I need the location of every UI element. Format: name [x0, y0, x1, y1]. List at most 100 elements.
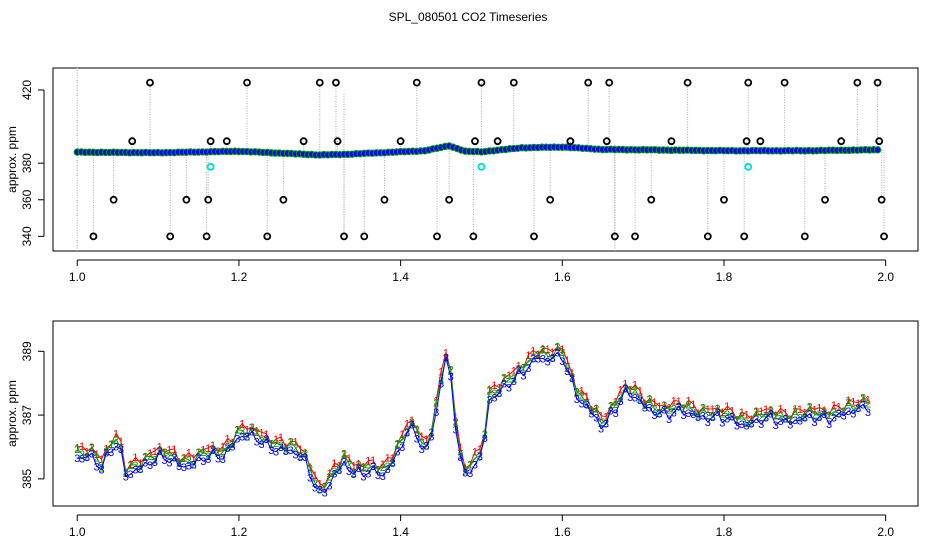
top-outlier-point — [873, 78, 882, 87]
bottom-series-3-marker: 3 — [346, 466, 352, 478]
bottom-series-2-marker: 2 — [617, 393, 623, 405]
bottom-series-3-marker: 3 — [821, 409, 827, 421]
top-outlier-point — [667, 137, 676, 146]
bottom-series-2-marker: 2 — [506, 374, 512, 386]
bottom-series-2-marker: 2 — [845, 397, 851, 409]
bottom-series-3-marker: 3 — [123, 471, 129, 483]
bottom-series-3-marker: 3 — [564, 366, 570, 378]
top-outlier-point — [566, 137, 575, 146]
top-outlier-point — [756, 137, 765, 146]
bottom-series-3-marker: 3 — [191, 460, 197, 472]
bottom-series-3-marker: 3 — [816, 412, 822, 424]
bottom-series-2-marker: 2 — [137, 464, 143, 476]
bottom-series-2-marker: 2 — [520, 362, 526, 374]
bottom-series-2-marker: 2 — [161, 447, 167, 459]
bottom-series-2-marker: 2 — [632, 384, 638, 396]
bottom-series-2-marker: 2 — [200, 447, 206, 459]
bottom-series-2-marker: 2 — [79, 449, 85, 461]
bottom-series-3-marker: 3 — [448, 372, 454, 384]
bottom-series-1-marker: 1 — [89, 442, 95, 454]
bottom-series-3-marker: 3 — [661, 404, 667, 416]
bottom-series-1-marker: 1 — [118, 436, 124, 448]
top-outlier-point — [146, 78, 154, 87]
top-plot-frame — [52, 67, 919, 252]
bottom-series-2-marker: 2 — [714, 403, 720, 415]
bottom-series-3-marker: 3 — [676, 402, 682, 414]
top-baseline-point — [873, 146, 882, 154]
bottom-series-3-marker: 3 — [108, 447, 114, 459]
top-x-tick-label: 1.8 — [716, 270, 733, 284]
bottom-series-3-marker: 3 — [753, 414, 759, 426]
top-y-tick-label: 380 — [20, 153, 34, 173]
bottom-series-3-marker: 3 — [511, 376, 517, 388]
top-outlier-point — [821, 195, 829, 204]
bottom-series-3-marker: 3 — [244, 432, 250, 444]
bottom-series-2-marker: 2 — [288, 437, 294, 449]
top-outlier-point — [412, 78, 421, 87]
panel-top-scatter: 1.0 1.2 1.4 1.6 1.8 2.0 340 360 380 420 approx. pp… — [5, 67, 919, 284]
bottom-series-2-marker: 2 — [326, 471, 332, 483]
top-outlier-point — [530, 232, 538, 241]
top-outlier-point — [647, 195, 656, 204]
bottom-series-3-marker: 3 — [787, 419, 793, 431]
bottom-series-3-marker: 3 — [157, 446, 163, 458]
bottom-series-1-marker: 1 — [152, 446, 158, 458]
bottom-series-1-marker: 1 — [860, 393, 866, 405]
bottom-plot-frame — [52, 320, 919, 507]
top-outlier-point — [469, 232, 478, 241]
top-outlier-point — [740, 232, 749, 241]
bottom-series-2-marker: 2 — [433, 398, 439, 410]
bottom-series-1-marker: 1 — [656, 401, 662, 413]
bottom-series-2-marker: 2 — [787, 414, 793, 426]
bottom-series-3-marker: 3 — [588, 409, 594, 421]
bottom-series-2-marker: 2 — [671, 403, 677, 415]
top-x-tick-label: 1.4 — [392, 270, 409, 284]
top-outlier-point — [396, 137, 405, 146]
bottom-series-3-marker: 3 — [118, 444, 124, 456]
bottom-series-3-marker: 3 — [714, 407, 720, 419]
bottom-series-3-marker: 3 — [409, 419, 415, 431]
bottom-series-1-marker: 1 — [739, 407, 745, 419]
bottom-series-2-marker: 2 — [346, 459, 352, 471]
bottom-series-3-marker: 3 — [797, 415, 803, 427]
bottom-y-tick-label: 389 — [20, 341, 34, 361]
bottom-series-2-marker: 2 — [307, 463, 313, 475]
bottom-series-2-marker: 2 — [132, 460, 138, 472]
top-outlier-point — [880, 232, 888, 241]
top-outlier-point — [631, 232, 639, 241]
bottom-series-1-marker: 1 — [622, 378, 628, 390]
bottom-series-2-marker: 2 — [302, 448, 308, 460]
bottom-series-3-marker: 3 — [399, 442, 405, 454]
bottom-series-1-marker: 1 — [486, 384, 492, 396]
bottom-series-1-marker: 1 — [346, 453, 352, 465]
bottom-series-2-line — [76, 345, 869, 490]
top-outlier-point — [610, 232, 619, 241]
bottom-series-3-marker: 3 — [700, 411, 706, 423]
bottom-series-1-marker: 1 — [574, 387, 580, 399]
bottom-series-2-marker: 2 — [254, 427, 260, 439]
bottom-series-3-marker: 3 — [341, 457, 347, 469]
bottom-series-1-marker: 1 — [467, 460, 473, 472]
bottom-series-2-marker: 2 — [666, 405, 672, 417]
bottom-series-3-marker: 3 — [161, 455, 167, 467]
top-outlier-point — [299, 137, 308, 146]
bottom-series-2-marker: 2 — [147, 451, 153, 463]
bottom-series-3-marker: 3 — [423, 441, 429, 453]
bottom-series-1-marker: 1 — [865, 394, 871, 406]
bottom-series-1-marker: 1 — [370, 455, 376, 467]
bottom-series-1-marker: 1 — [724, 401, 730, 413]
bottom-series-2-marker: 2 — [588, 406, 594, 418]
bottom-series-2-marker: 2 — [365, 463, 371, 475]
bottom-series-2-marker: 2 — [826, 410, 832, 422]
bottom-series-1-marker: 1 — [423, 434, 429, 446]
bottom-series-3-marker: 3 — [307, 472, 313, 484]
bottom-series-3-marker: 3 — [351, 469, 357, 481]
bottom-series-1-marker: 1 — [477, 444, 483, 456]
top-outlier-point — [477, 78, 486, 87]
top-outlier-point — [744, 78, 753, 87]
bottom-series-2-marker: 2 — [564, 363, 570, 375]
bottom-series-1-marker: 1 — [807, 402, 813, 414]
bottom-series-3-marker: 3 — [501, 379, 507, 391]
bottom-series-3-marker: 3 — [356, 463, 362, 475]
top-flagged-point — [744, 162, 753, 171]
